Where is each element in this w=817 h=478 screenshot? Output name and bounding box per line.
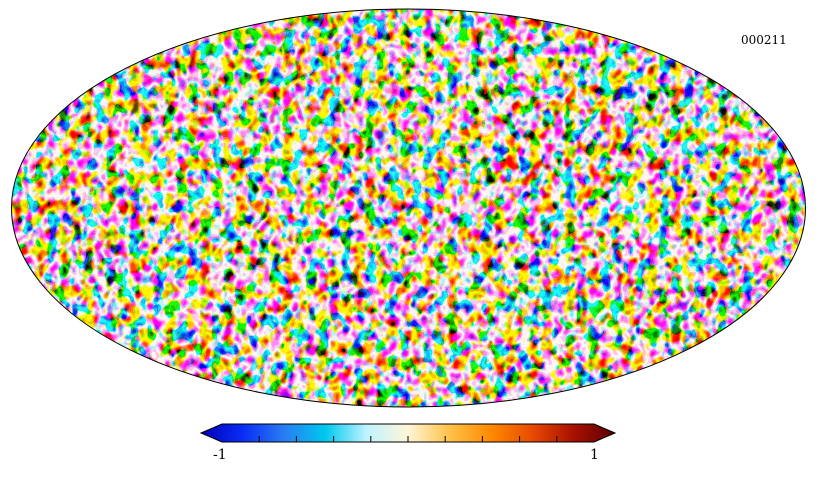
mollweide-map xyxy=(11,8,806,408)
map-outline xyxy=(11,8,806,408)
colorbar-min-label: -1 xyxy=(213,447,227,463)
colorbar-body xyxy=(199,423,617,443)
map-fill xyxy=(11,9,806,407)
colorbar xyxy=(199,423,617,443)
colorbar-max-label: 1 xyxy=(590,447,599,463)
fluctuation-field xyxy=(11,9,806,407)
colorbar-ticks xyxy=(258,436,558,442)
map-id-label: 000211 xyxy=(741,33,787,47)
